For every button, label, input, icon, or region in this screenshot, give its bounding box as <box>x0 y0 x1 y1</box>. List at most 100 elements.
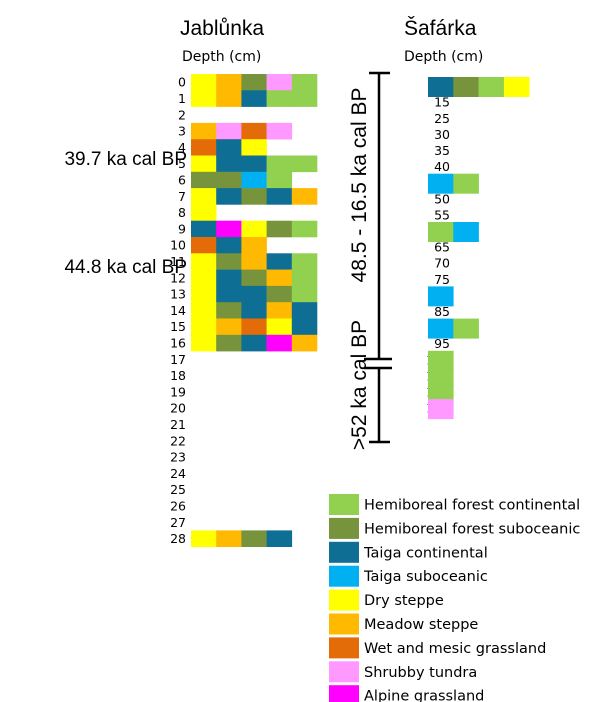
depth-label: 2 <box>178 107 186 122</box>
legend-label: Meadow steppe <box>364 617 478 633</box>
depth-label: 16 <box>170 335 186 350</box>
biome-cell <box>478 77 505 97</box>
depth-label: 13 <box>170 287 186 302</box>
depth-label: 7 <box>178 189 186 204</box>
depth-label: 11 <box>170 254 186 269</box>
biome-cell <box>428 383 454 403</box>
depth-label: 8 <box>178 205 186 220</box>
depth-label: 30 <box>434 127 450 142</box>
legend-label: Taiga suboceanic <box>363 569 488 585</box>
legend-swatch <box>329 541 359 563</box>
depth-label: 27 <box>170 515 186 530</box>
biome-cell <box>453 77 479 97</box>
depth-label: 40 <box>434 159 450 174</box>
biome-cell <box>216 334 242 352</box>
depth-label: 26 <box>170 498 186 513</box>
biome-cell <box>241 139 267 156</box>
legend-swatch <box>329 589 359 611</box>
period-label-upper: 48.5 - 16.5 ka cal BP <box>348 88 371 283</box>
depth-label: 75 <box>434 272 450 287</box>
biome-cell <box>191 220 217 238</box>
depth-label: 55 <box>434 207 450 222</box>
biome-cell <box>453 318 479 339</box>
biome-cell <box>191 269 217 287</box>
biome-cell <box>191 253 217 270</box>
age-label-44-8: 44.8 ka cal BP <box>64 257 187 278</box>
biome-cell <box>241 269 267 287</box>
biome-cell <box>291 155 318 173</box>
site-title-jablunka: Jablůnka <box>180 17 264 40</box>
biome-cell <box>291 269 318 287</box>
depth-label: 70 <box>434 256 450 271</box>
legend-swatch <box>329 685 359 702</box>
depth-label: 22 <box>170 433 186 448</box>
legend-label: Dry steppe <box>364 593 444 609</box>
depth-label: 23 <box>170 450 186 465</box>
biome-cell <box>266 302 293 319</box>
biome-cell <box>241 302 267 319</box>
biome-cell <box>241 318 267 336</box>
legend-swatch <box>329 565 359 587</box>
biome-cell <box>266 318 293 336</box>
biome-cell <box>428 318 454 339</box>
biome-cell <box>241 90 267 107</box>
biome-cell <box>266 334 293 352</box>
biome-cell <box>241 155 267 173</box>
depth-label: 5 <box>178 156 186 171</box>
depth-label: 95 <box>434 336 450 351</box>
biome-cell <box>503 77 530 97</box>
legend-swatch <box>329 494 359 515</box>
legend-label: Taiga continental <box>363 545 488 561</box>
biome-cell <box>291 285 318 303</box>
depth-label: 14 <box>170 303 186 318</box>
biome-cell <box>216 237 242 254</box>
biome-cell <box>266 269 293 287</box>
biome-cell <box>191 188 217 205</box>
biome-cell <box>266 220 293 238</box>
biome-cell <box>216 302 242 319</box>
depth-label: 3 <box>178 124 186 139</box>
biome-cell <box>216 530 242 547</box>
biome-cell <box>241 285 267 303</box>
biome-cell <box>291 74 318 91</box>
biome-cell <box>216 188 242 205</box>
biome-cell <box>241 253 267 270</box>
depth-label: 50 <box>434 191 450 206</box>
depth-label: 15 <box>434 95 450 110</box>
biome-cell <box>241 334 267 352</box>
depth-header-jablunka: Depth (cm) <box>182 49 261 65</box>
biome-cell <box>428 173 454 194</box>
depth-label: 0 <box>178 75 186 90</box>
legend-label: Alpine grassland <box>364 689 484 702</box>
site-title-safarka: Šafárka <box>404 17 477 40</box>
biome-cell <box>428 399 454 420</box>
biome-cell <box>428 222 454 242</box>
biome-cell <box>453 173 479 194</box>
biome-cell <box>428 350 454 371</box>
legend-label: Wet and mesic grassland <box>364 641 546 657</box>
biome-cell <box>216 318 242 336</box>
biome-cell <box>291 318 318 336</box>
depth-label: 65 <box>434 240 450 255</box>
biome-cell <box>428 286 454 307</box>
biome-cell <box>241 530 267 547</box>
biome-cell <box>266 90 293 107</box>
biome-cell <box>191 237 217 254</box>
depth-label: 10 <box>170 238 186 253</box>
depth-label: 12 <box>170 270 186 285</box>
biome-cell <box>291 188 318 205</box>
depth-label: 19 <box>170 384 186 399</box>
biome-cell <box>216 285 242 303</box>
biome-cell <box>453 222 479 242</box>
biome-cell <box>216 74 242 91</box>
biome-cell <box>241 122 267 140</box>
biome-cell <box>241 171 267 189</box>
biome-cell <box>291 302 318 319</box>
legend-swatch <box>329 517 359 539</box>
depth-label: 25 <box>170 482 186 497</box>
biome-cell <box>216 90 242 107</box>
depth-header-safarka: Depth (cm) <box>404 49 483 65</box>
legend-label: Hemiboreal forest continental <box>364 498 580 514</box>
period-label-lower: >52 ka cal BP <box>348 320 371 450</box>
